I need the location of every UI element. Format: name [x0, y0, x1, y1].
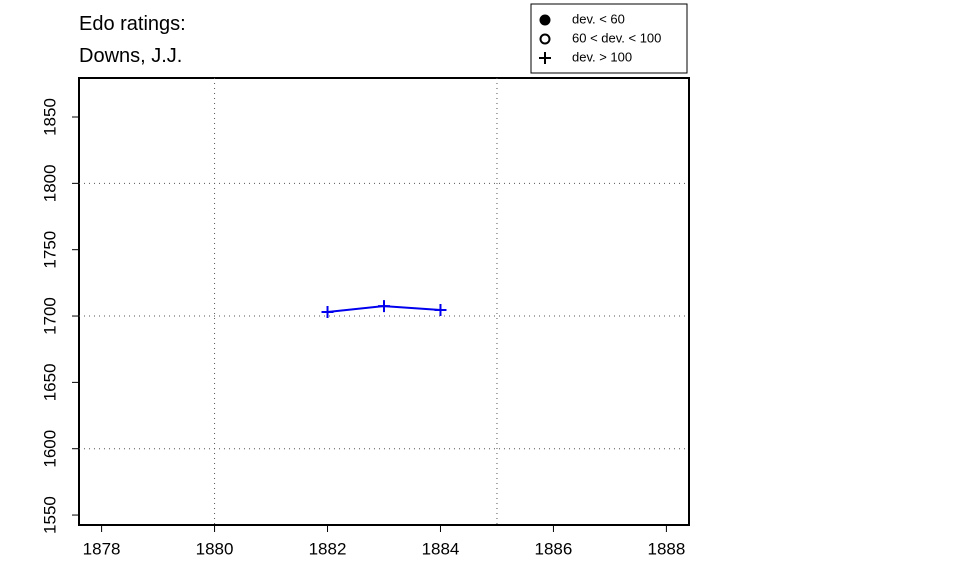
y-tick-label: 1650 [40, 363, 59, 401]
x-tick-label: 1884 [422, 539, 460, 558]
y-tick-label: 1750 [40, 231, 59, 269]
point [378, 300, 390, 313]
y-tick-label: 1800 [40, 164, 59, 202]
x-tick-label: 1882 [309, 539, 347, 558]
legend-label: dev. < 60 [572, 11, 625, 26]
y-tick-label: 1600 [40, 430, 59, 468]
y-tick-label: 1850 [40, 98, 59, 136]
legend-symbol [539, 33, 551, 45]
legend-symbol [539, 52, 551, 64]
point [434, 304, 447, 317]
legend-symbol [539, 14, 551, 26]
x-tick-label: 1888 [647, 539, 685, 558]
legend-label: 60 < dev. < 100 [572, 30, 661, 45]
y-tick-label: 1700 [40, 297, 59, 335]
legend-box [530, 3, 688, 74]
point [321, 306, 334, 319]
x-tick-label: 1880 [196, 539, 234, 558]
chart-title: Edo ratings: [79, 13, 186, 35]
x-tick-label: 1886 [535, 539, 573, 558]
y-tick-label: 1550 [40, 496, 59, 534]
chart-subtitle: Downs, J.J. [79, 45, 182, 67]
x-tick-label: 1878 [83, 539, 121, 558]
legend-label: dev. > 100 [572, 49, 632, 64]
plot-frame [78, 77, 690, 526]
